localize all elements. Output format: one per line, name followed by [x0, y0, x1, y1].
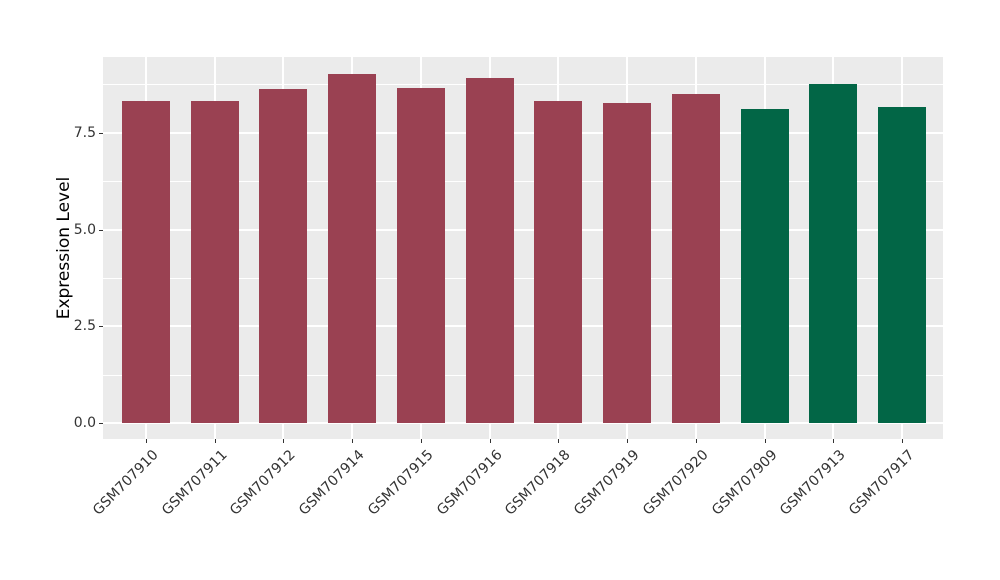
bar-GSM707920 — [672, 94, 720, 423]
gridline-major — [103, 325, 943, 327]
gridline-minor — [103, 278, 943, 279]
x-tick-mark — [215, 439, 216, 443]
x-tick-label-text: GSM707909 — [708, 447, 781, 519]
x-tick-label-text: GSM707910 — [89, 447, 162, 519]
x-tick-mark — [696, 439, 697, 443]
plot-panel — [103, 57, 943, 439]
y-tick-label: 0.0 — [73, 415, 96, 431]
x-tick-mark — [627, 439, 628, 443]
y-tick-label: 2.5 — [73, 318, 96, 334]
x-tick-label-text: GSM707911 — [158, 447, 231, 519]
y-tick-mark — [99, 326, 103, 327]
gridline-minor — [103, 84, 943, 85]
bar-GSM707910 — [122, 101, 170, 423]
y-tick-mark — [99, 423, 103, 424]
x-tick-mark — [765, 439, 766, 443]
x-tick-label-text: GSM707918 — [501, 447, 574, 519]
x-tick-label-text: GSM707920 — [639, 447, 712, 519]
gridline-major — [103, 229, 943, 231]
bar-GSM707917 — [878, 107, 926, 423]
x-tick-label-text: GSM707915 — [364, 447, 437, 519]
gridline-minor — [103, 181, 943, 182]
y-axis-label-text: Expression Level — [54, 176, 74, 320]
y-tick-label: 7.5 — [73, 125, 96, 141]
bar-GSM707916 — [466, 78, 514, 423]
y-tick-label: 5.0 — [73, 222, 96, 238]
gridline-major — [103, 422, 943, 424]
x-tick-label-text: GSM707912 — [226, 447, 299, 519]
x-tick-label-text: GSM707917 — [845, 447, 918, 519]
x-tick-mark — [421, 439, 422, 443]
bar-GSM707913 — [809, 84, 857, 423]
gridline-minor — [103, 375, 943, 376]
x-tick-label-text: GSM707913 — [776, 447, 849, 519]
x-tick-label-text: GSM707914 — [295, 447, 368, 519]
x-tick-mark — [833, 439, 834, 443]
y-tick-mark — [99, 133, 103, 134]
x-tick-mark — [283, 439, 284, 443]
bar-GSM707911 — [191, 101, 239, 423]
bar-GSM707909 — [741, 109, 789, 423]
bar-GSM707918 — [534, 101, 582, 423]
y-tick-mark — [99, 230, 103, 231]
bar-GSM707914 — [328, 74, 376, 423]
bar-GSM707919 — [603, 103, 651, 423]
x-tick-mark — [558, 439, 559, 443]
x-tick-mark — [490, 439, 491, 443]
x-tick-mark — [352, 439, 353, 443]
bar-GSM707915 — [397, 88, 445, 423]
bar-GSM707912 — [259, 89, 307, 423]
x-tick-label-text: GSM707919 — [570, 447, 643, 519]
x-tick-mark — [146, 439, 147, 443]
x-tick-label-text: GSM707916 — [433, 447, 506, 519]
gridline-major — [103, 132, 943, 134]
x-tick-mark — [902, 439, 903, 443]
